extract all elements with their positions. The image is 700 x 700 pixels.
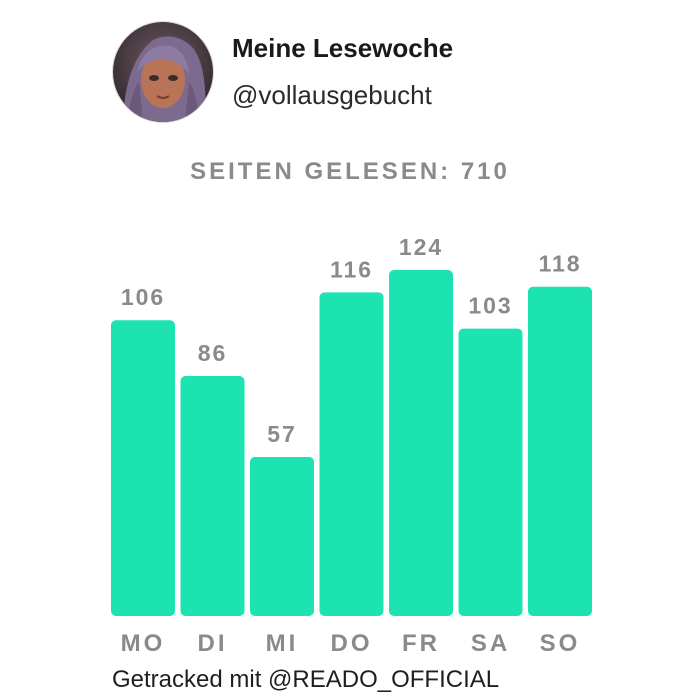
bar-do	[319, 292, 384, 616]
value-label-fr: 124	[399, 234, 443, 260]
category-label-fr: FR	[402, 630, 440, 657]
category-label-mi: MI	[266, 630, 299, 657]
value-label-so: 118	[538, 251, 581, 277]
user-handle: @vollausgebucht	[232, 80, 432, 110]
page-title: Meine Lesewoche	[232, 33, 454, 63]
value-label-di: 86	[198, 340, 228, 366]
bar-so	[528, 286, 592, 616]
category-label-di: DI	[198, 630, 228, 657]
category-label-sa: SA	[471, 630, 510, 657]
bar-fr	[389, 270, 453, 616]
bar-mo	[111, 320, 175, 616]
category-label-mo: MO	[121, 630, 166, 657]
category-label-so: SO	[540, 630, 581, 657]
value-label-mo: 106	[121, 284, 165, 310]
value-label-do: 116	[330, 256, 373, 282]
bar-mi	[250, 456, 314, 616]
avatar	[112, 21, 214, 123]
value-label-sa: 103	[468, 293, 512, 319]
value-label-mi: 57	[267, 421, 297, 447]
total-value: 710	[460, 158, 510, 185]
category-label-do: DO	[331, 630, 373, 657]
footer-credit: Getracked mit @READO_OFFICIAL	[112, 666, 500, 693]
bar-sa	[458, 328, 523, 616]
total-label: SEITEN GELESEN:	[190, 158, 452, 185]
total-pages-read: SEITEN GELESEN: 710	[0, 158, 700, 186]
bar-di	[180, 376, 245, 616]
